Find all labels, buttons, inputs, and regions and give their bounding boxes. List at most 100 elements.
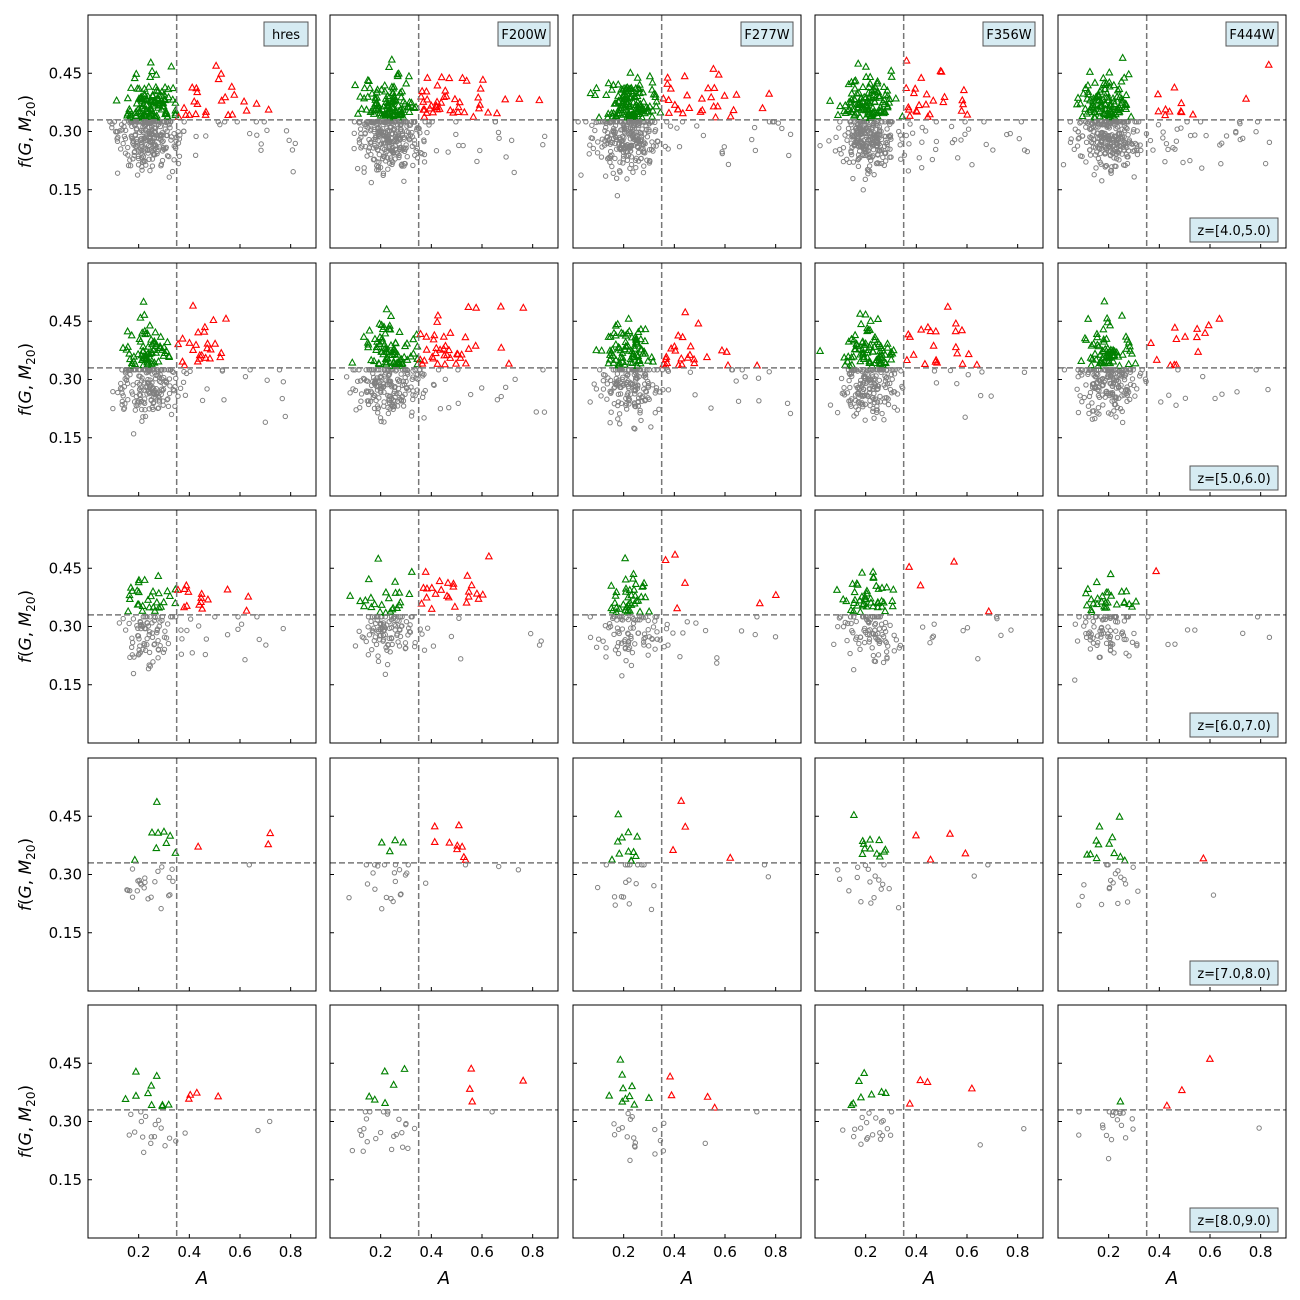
normal-point	[131, 142, 137, 148]
normal-point	[652, 1151, 658, 1157]
normal-point	[171, 157, 177, 163]
normal-point	[422, 880, 429, 886]
normal-point	[1016, 135, 1022, 142]
merger-point	[764, 89, 774, 97]
disturbed-point	[1095, 822, 1104, 830]
normal-point	[386, 635, 392, 642]
normal-point	[969, 162, 975, 168]
merger-point	[1170, 82, 1179, 91]
merger-point	[429, 334, 438, 343]
merger-point	[905, 1099, 914, 1107]
normal-point	[621, 135, 627, 141]
merger-point	[439, 92, 449, 101]
normal-point	[410, 162, 416, 169]
points-group	[815, 302, 1028, 423]
disturbed-point	[846, 98, 855, 106]
normal-point	[426, 122, 432, 128]
disturbed-point	[167, 61, 176, 70]
normal-point	[1103, 389, 1109, 395]
normal-point	[881, 162, 888, 169]
normal-point	[396, 643, 403, 649]
disturbed-point	[147, 1081, 156, 1089]
normal-point	[158, 905, 164, 912]
normal-point	[129, 389, 135, 395]
panel-r4-c1: 0.2 0.4 0.6 0.8	[329, 1004, 559, 1261]
normal-point	[611, 1132, 618, 1138]
normal-point	[1068, 136, 1074, 142]
normal-point	[840, 145, 847, 151]
disturbed-point	[854, 88, 863, 96]
disturbed-point	[1103, 317, 1112, 326]
normal-point	[119, 390, 125, 396]
normal-point	[122, 136, 129, 142]
normal-point	[1095, 404, 1102, 411]
disturbed-point	[639, 97, 648, 105]
normal-point	[392, 126, 398, 133]
normal-point	[173, 1138, 179, 1144]
normal-point	[254, 614, 260, 620]
normal-point	[1123, 390, 1130, 397]
disturbed-point	[861, 309, 870, 318]
disturbed-point	[614, 96, 623, 104]
disturbed-point	[1077, 356, 1086, 364]
merger-point	[710, 1103, 719, 1111]
normal-point	[366, 136, 372, 143]
disturbed-point	[159, 351, 168, 359]
normal-point	[866, 140, 872, 147]
normal-point	[606, 621, 613, 627]
merger-point	[732, 90, 741, 98]
merger-point	[1152, 355, 1161, 363]
normal-point	[602, 372, 608, 378]
normal-point	[538, 638, 544, 644]
normal-point	[137, 137, 143, 143]
normal-point	[787, 131, 794, 138]
normal-point	[253, 119, 260, 125]
normal-point	[377, 621, 384, 628]
normal-point	[388, 624, 395, 631]
normal-point	[965, 126, 972, 132]
normal-point	[204, 386, 210, 392]
merger-point	[663, 73, 672, 81]
normal-point	[866, 1110, 872, 1116]
merger-point	[1193, 324, 1202, 332]
normal-point	[772, 634, 779, 640]
normal-point	[600, 377, 607, 384]
normal-point	[1162, 158, 1168, 165]
normal-point	[1072, 126, 1079, 132]
disturbed-point	[171, 598, 180, 607]
normal-point	[624, 392, 630, 398]
normal-point	[615, 391, 622, 398]
normal-point	[847, 614, 854, 620]
disturbed-point	[1106, 569, 1115, 578]
normal-point	[624, 372, 631, 379]
disturbed-point	[158, 345, 167, 353]
normal-point	[616, 630, 622, 637]
disturbed-point	[621, 94, 630, 102]
normal-point	[639, 398, 645, 404]
merger-point	[173, 339, 183, 348]
normal-point	[142, 647, 149, 654]
normal-point	[1125, 614, 1131, 620]
disturbed-point	[124, 606, 133, 615]
normal-point	[376, 395, 382, 401]
panel-frame	[1057, 757, 1287, 992]
merger-point	[667, 344, 676, 352]
normal-point	[192, 152, 199, 158]
disturbed-point	[134, 599, 143, 608]
merger-point	[680, 71, 689, 80]
disturbed-point	[160, 95, 169, 104]
normal-point	[177, 132, 183, 138]
normal-point	[372, 393, 378, 399]
normal-point	[1107, 628, 1114, 634]
merger-point	[909, 350, 918, 358]
disturbed-point	[134, 575, 144, 584]
normal-point	[891, 367, 897, 373]
normal-point	[1127, 381, 1134, 388]
disturbed-point	[854, 59, 863, 67]
merger-point	[945, 829, 955, 837]
disturbed-point	[1092, 329, 1102, 338]
disturbed-point	[410, 103, 419, 112]
normal-point	[862, 862, 869, 868]
normal-point	[882, 619, 889, 626]
